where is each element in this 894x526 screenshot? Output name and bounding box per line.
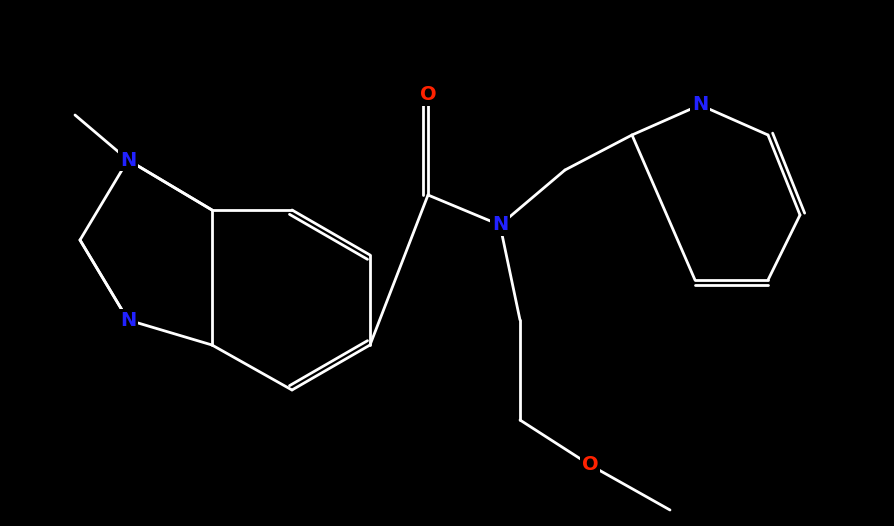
Text: N: N	[120, 150, 136, 169]
Text: O: O	[419, 86, 435, 105]
Text: O: O	[581, 456, 598, 474]
Text: N: N	[492, 216, 508, 235]
Text: N: N	[691, 96, 707, 115]
Text: N: N	[120, 310, 136, 329]
